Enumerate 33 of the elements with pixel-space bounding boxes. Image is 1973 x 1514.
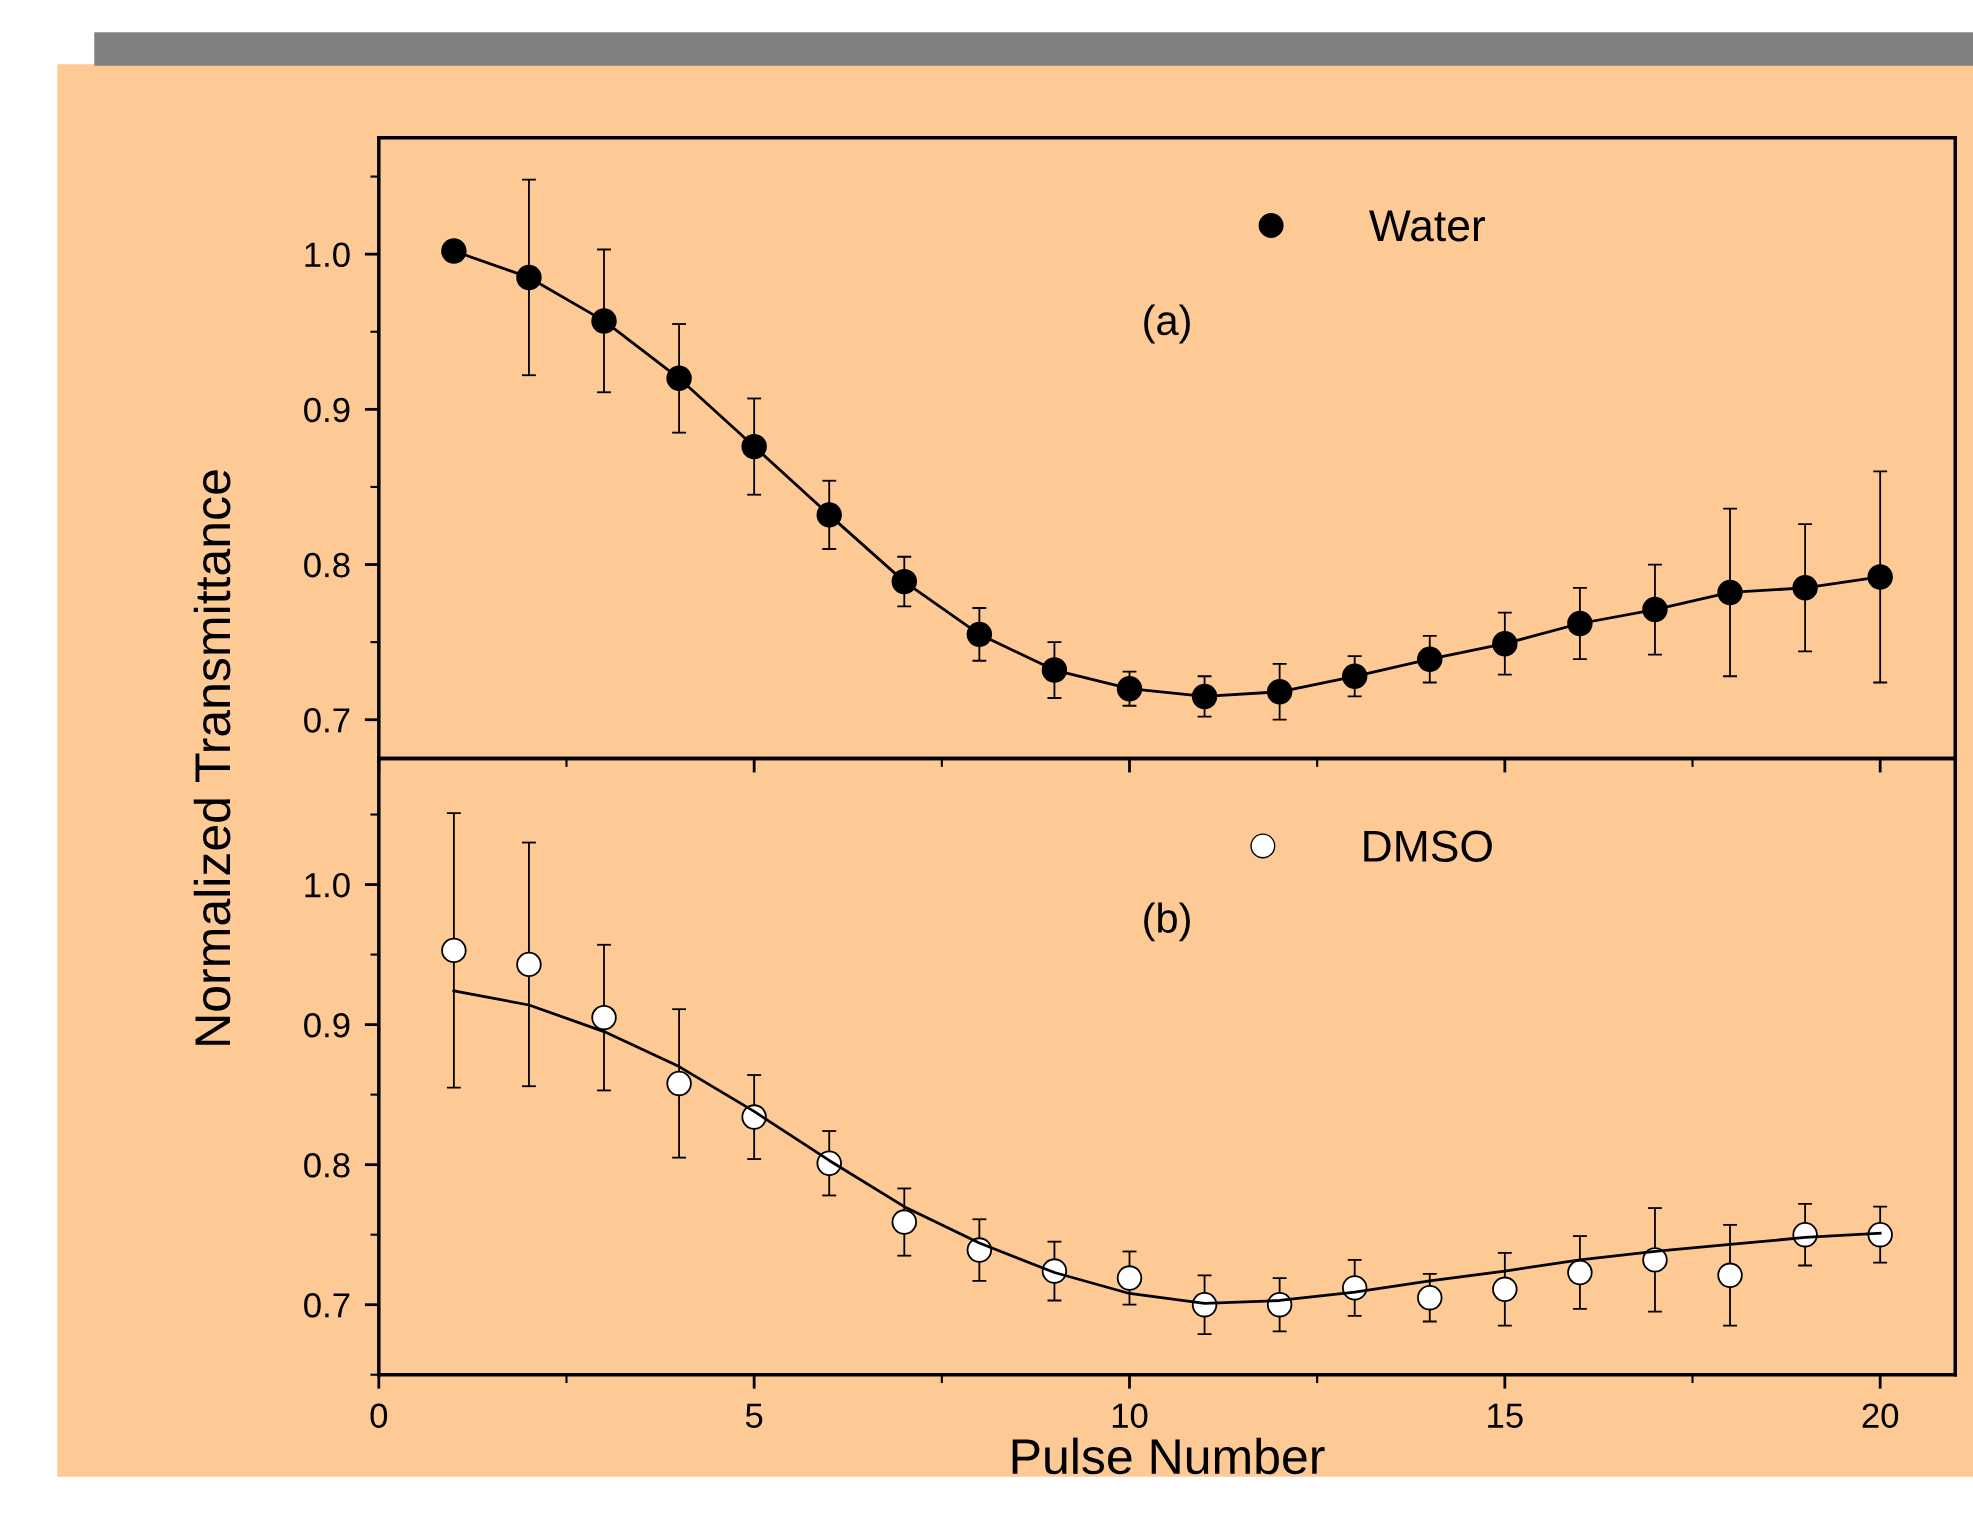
- point: [1717, 1262, 1743, 1288]
- x-tick-label: 15: [1488, 1403, 1523, 1428]
- point: [1867, 564, 1893, 590]
- y-axis-title: Normalized Transmittance: [193, 470, 231, 1045]
- point: [1116, 1265, 1143, 1291]
- point: [1867, 1221, 1893, 1248]
- legend-label: Water: [1369, 210, 1486, 242]
- point: [441, 937, 467, 964]
- y-tick-label: 1.0: [305, 872, 350, 898]
- x-tick-label: 20: [1862, 1403, 1899, 1428]
- y-tick-label: 0.7: [304, 1293, 350, 1318]
- y-tick-label: 0.7: [304, 708, 350, 733]
- point: [591, 1004, 617, 1031]
- x-tick-label: 10: [1112, 1403, 1148, 1428]
- annotation: (a): [1144, 304, 1190, 344]
- point: [516, 951, 542, 978]
- y-tick-label: 0.8: [304, 1152, 350, 1178]
- x-tick-label: 0: [370, 1403, 388, 1428]
- x-tick-label: 5: [745, 1403, 763, 1428]
- annotation: (b): [1144, 902, 1190, 942]
- y-tick-label: 0.8: [304, 552, 350, 578]
- point: [441, 238, 467, 264]
- point: [1642, 1247, 1668, 1273]
- y-tick-label: 0.9: [304, 1012, 350, 1038]
- point: [666, 1070, 692, 1097]
- x-axis-title: Pulse Number: [1012, 1437, 1325, 1475]
- y-tick-label: 0.9: [304, 397, 350, 423]
- point: [891, 1209, 918, 1235]
- point: [1492, 1276, 1518, 1302]
- legend-label: DMSO: [1364, 830, 1492, 862]
- y-tick-label: 1.0: [305, 242, 350, 268]
- point: [1567, 1259, 1593, 1286]
- point: [1417, 1284, 1443, 1311]
